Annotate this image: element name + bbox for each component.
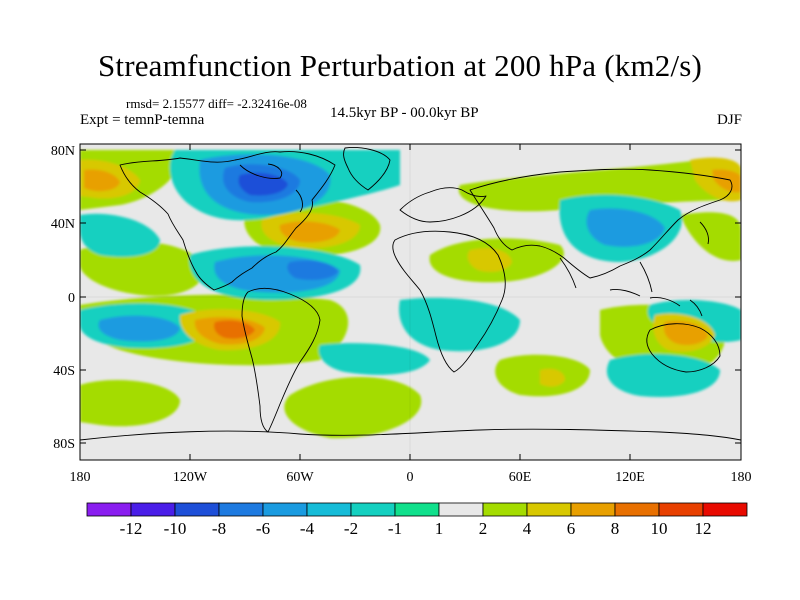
longitude-labels: 180 120W 60W 0 60E 120E 180: [70, 470, 752, 485]
lon-tick-label: 180: [70, 470, 91, 485]
coastlines: [80, 147, 741, 441]
lon-tick-label: 180: [731, 470, 752, 485]
rmsd-diff-label: rmsd= 2.15577 diff= -2.32416e-08: [126, 96, 307, 111]
colorbar-labels: -12 -10 -8 -6 -4 -2 -1 1 2 4 6 8 10 12: [120, 519, 712, 538]
axis-ticks: [79, 144, 742, 460]
lat-tick-label: 80S: [53, 437, 75, 452]
lon-tick-label: 0: [407, 470, 414, 485]
time-period-label: 14.5kyr BP - 00.0kyr BP: [330, 105, 479, 121]
colorbar-swatch: [306, 502, 352, 517]
colorbar-swatch: [86, 502, 132, 517]
latitude-labels: 80N 40N 0 40S 80S: [51, 144, 75, 452]
lon-tick-label: 60E: [509, 470, 532, 485]
lon-tick-label: 120W: [173, 470, 208, 485]
colorbar-label: -12: [120, 519, 143, 538]
colorbar-label: -6: [256, 519, 270, 538]
colorbar-label: 1: [435, 519, 444, 538]
colorbar-swatch: [570, 502, 616, 517]
colorbar-swatch: [174, 502, 220, 517]
lat-tick-label: 0: [68, 291, 75, 306]
map-plot-area: [80, 144, 741, 460]
colorbar-label: 2: [479, 519, 488, 538]
colorbar-label: 10: [651, 519, 668, 538]
season-label: DJF: [716, 112, 742, 128]
lon-tick-label: 120E: [615, 470, 645, 485]
colorbar-label: 12: [695, 519, 712, 538]
colorbar-label: 8: [611, 519, 620, 538]
colorbar-swatch: [350, 502, 396, 517]
colorbar-swatch: [394, 502, 440, 517]
colorbar-label: -8: [212, 519, 226, 538]
colorbar-swatch: [218, 502, 264, 517]
lon-tick-label: 60W: [286, 470, 314, 485]
lat-tick-label: 40S: [53, 364, 75, 379]
colorbar-swatch: [614, 502, 660, 517]
colorbar-label: -4: [300, 519, 315, 538]
colorbar-label: -1: [388, 519, 402, 538]
experiment-label: Expt = temnP-temna: [80, 112, 205, 128]
colorbar-swatch: [130, 502, 176, 517]
colorbar-swatch: [526, 502, 572, 517]
colorbar-swatch: [658, 502, 704, 517]
colorbar-swatch: [262, 502, 308, 517]
colorbar-label: -10: [164, 519, 187, 538]
colorbar-label: -2: [344, 519, 358, 538]
colorbar: [86, 502, 748, 517]
colorbar-swatch: [438, 502, 484, 517]
colorbar-swatch: [702, 502, 748, 517]
colorbar-swatch: [482, 502, 528, 517]
lat-tick-label: 40N: [51, 217, 75, 232]
colorbar-label: 4: [523, 519, 532, 538]
colorbar-label: 6: [567, 519, 576, 538]
plot-title: Streamfunction Perturbation at 200 hPa (…: [97, 48, 703, 83]
lat-tick-label: 80N: [51, 144, 75, 159]
